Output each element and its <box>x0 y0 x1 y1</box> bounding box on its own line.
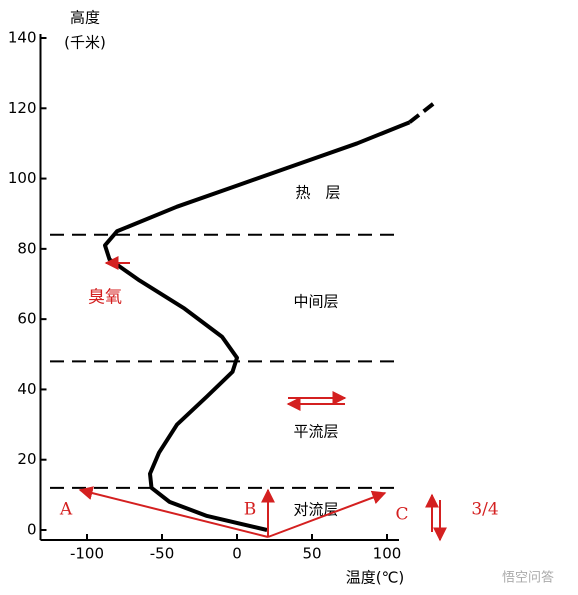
y-tick-label: 0 <box>27 521 37 539</box>
y-tick-label: 20 <box>17 450 36 468</box>
fraction-label: 3/4 <box>471 500 498 520</box>
y-tick-label: 140 <box>8 29 37 47</box>
y-tick-label: 80 <box>17 239 36 257</box>
layer-label: 平流层 <box>293 423 338 441</box>
y-label: 高度 <box>70 9 100 27</box>
y-tick-label: 100 <box>8 169 37 187</box>
point-label: C <box>395 505 408 525</box>
layer-label: 热 层 <box>295 184 340 202</box>
ozone-label: 臭氧 <box>88 288 122 308</box>
layer-label: 中间层 <box>293 293 338 311</box>
x-tick-label: 0 <box>232 545 242 563</box>
x-tick-label: 100 <box>373 545 402 563</box>
layer-label: 对流层 <box>293 501 338 519</box>
profile-line <box>408 99 438 124</box>
point-label: B <box>244 500 257 520</box>
profile-line <box>103 120 411 532</box>
y-tick-label: 40 <box>17 380 36 398</box>
x-tick-label: -100 <box>70 545 104 563</box>
annotation-arrows <box>78 256 447 542</box>
x-tick-label: 50 <box>302 545 321 563</box>
x-label: 温度(℃) <box>346 569 405 587</box>
point-label: A <box>59 500 73 520</box>
watermark: 悟空问答 <box>502 570 554 586</box>
y-tick-label: 60 <box>17 310 36 328</box>
x-tick-label: -50 <box>150 545 175 563</box>
y-tick-label: 120 <box>8 99 37 117</box>
y-unit: (千米) <box>64 34 106 52</box>
